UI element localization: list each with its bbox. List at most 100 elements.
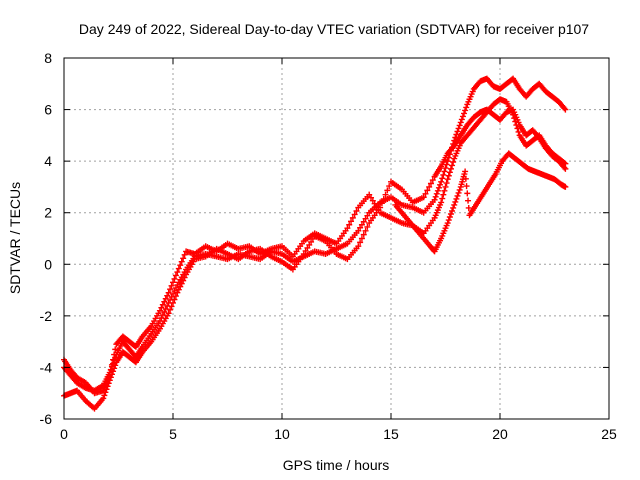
data-point [360, 231, 367, 238]
data-point [168, 303, 175, 310]
data-point [358, 221, 365, 228]
data-point [562, 183, 569, 190]
data-point [360, 218, 367, 225]
data-point [170, 299, 176, 306]
data-point [302, 247, 309, 254]
data-point [462, 168, 469, 175]
ticks: 0 5 10 15 20 25 -6 -4 -2 0 2 4 6 8 [40, 50, 617, 442]
data-point [444, 158, 451, 165]
data-point [465, 197, 472, 204]
data-point [353, 207, 360, 214]
data-point [378, 200, 385, 207]
data-point [164, 292, 171, 299]
data-point [171, 275, 178, 282]
data-point [170, 279, 176, 286]
x-axis-label: GPS time / hours [283, 457, 390, 473]
x-tick-label: 0 [60, 426, 68, 442]
data-point [455, 125, 462, 132]
plot-frame [63, 57, 610, 420]
data-point [348, 218, 355, 225]
data-point [462, 107, 469, 114]
y-tick-label: -6 [40, 411, 53, 427]
data-point [456, 186, 463, 193]
data-point [101, 392, 108, 399]
data-point [172, 293, 179, 300]
data-point [447, 165, 454, 172]
data-point [386, 183, 393, 190]
data-point [380, 195, 387, 202]
data-point [369, 197, 376, 204]
data-point [161, 298, 168, 305]
x-tick-label: 10 [274, 426, 290, 442]
data-point [180, 255, 187, 262]
data-point [181, 251, 188, 258]
data-point [171, 296, 178, 303]
data-point [167, 306, 174, 313]
series-track-3 [61, 96, 569, 397]
data-point [440, 191, 447, 198]
data-point [346, 221, 353, 228]
data-point [161, 308, 168, 315]
data-point [453, 195, 460, 202]
x-tick-label: 15 [383, 426, 399, 442]
data-point [461, 110, 468, 117]
data-point [562, 106, 569, 113]
data-point [355, 227, 362, 234]
data-point [562, 160, 569, 167]
data-point [431, 196, 438, 203]
data-point [110, 356, 117, 363]
data-point [444, 220, 451, 227]
x-tick-label: 20 [492, 426, 508, 442]
data-point [344, 225, 351, 232]
data-point [349, 214, 356, 221]
data-point [156, 307, 163, 314]
data-point [454, 128, 461, 135]
data-point [178, 258, 185, 265]
data-point [420, 194, 427, 201]
data-point [159, 311, 166, 318]
data-point [429, 177, 436, 184]
data-point [454, 192, 461, 199]
data-point [465, 204, 472, 211]
data-point [445, 217, 452, 224]
data-point [457, 119, 464, 126]
data-point [178, 280, 185, 287]
y-tick-label: 2 [44, 205, 52, 221]
data-point [424, 187, 431, 194]
data-point [351, 211, 358, 218]
data-point [437, 181, 444, 188]
data-point [422, 190, 429, 197]
data-point [452, 198, 459, 205]
data-point [362, 215, 369, 222]
data-point [364, 223, 371, 230]
data-point [434, 187, 441, 194]
data-point [362, 227, 369, 234]
x-tick-label: 5 [169, 426, 177, 442]
data-point [159, 301, 166, 308]
data-point [172, 272, 179, 279]
data-point [510, 111, 517, 118]
data-point [112, 346, 119, 353]
y-tick-label: 8 [44, 50, 52, 66]
data-point [382, 191, 389, 198]
data-point [306, 241, 313, 248]
data-point [511, 115, 518, 122]
data-point [438, 199, 445, 206]
data-point [168, 282, 175, 289]
data-point [441, 187, 448, 194]
chart-title: Day 249 of 2022, Sidereal Day-to-day VTE… [79, 21, 589, 37]
data-point [442, 165, 449, 172]
data-point [175, 265, 182, 272]
data-point [458, 116, 465, 123]
data-point [368, 194, 375, 201]
data-point [445, 172, 452, 179]
data-point [111, 365, 118, 372]
data-point [167, 286, 174, 293]
data-point [304, 244, 311, 251]
data-point [446, 169, 453, 176]
data-point [453, 131, 460, 138]
data-point [433, 190, 440, 197]
y-axis-label: SDTVAR / TECUs [7, 182, 23, 294]
data-point [375, 206, 382, 213]
